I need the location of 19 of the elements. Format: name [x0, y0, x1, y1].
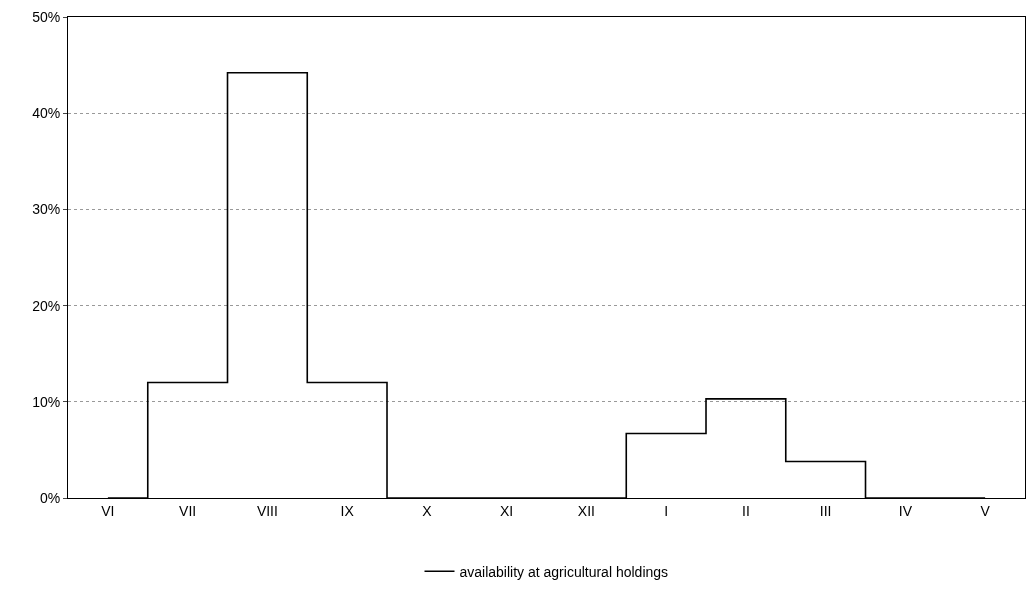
y-tick-label: 20%	[32, 297, 61, 314]
x-tick-label: IX	[340, 502, 355, 519]
x-tick-label: XI	[500, 502, 514, 519]
y-tick-label: 0%	[39, 489, 61, 506]
x-tick-label: VII	[179, 502, 197, 519]
y-tick-label: 50%	[32, 8, 61, 25]
x-tick-label: XII	[577, 502, 595, 519]
y-tick-label: 30%	[32, 201, 61, 218]
x-tick-label: III	[819, 502, 832, 519]
y-tick-label: 10%	[32, 393, 61, 410]
x-tick-label: V	[980, 502, 991, 519]
y-tick-label: 40%	[32, 105, 61, 122]
x-tick-label: IV	[898, 502, 913, 519]
x-tick-label: VI	[101, 502, 115, 519]
x-tick-label: II	[741, 502, 750, 519]
x-tick-label: I	[664, 502, 669, 519]
x-tick-label: X	[422, 502, 433, 519]
x-tick-label: VIII	[256, 502, 278, 519]
legend-label: availability at agricultural holdings	[459, 563, 669, 580]
